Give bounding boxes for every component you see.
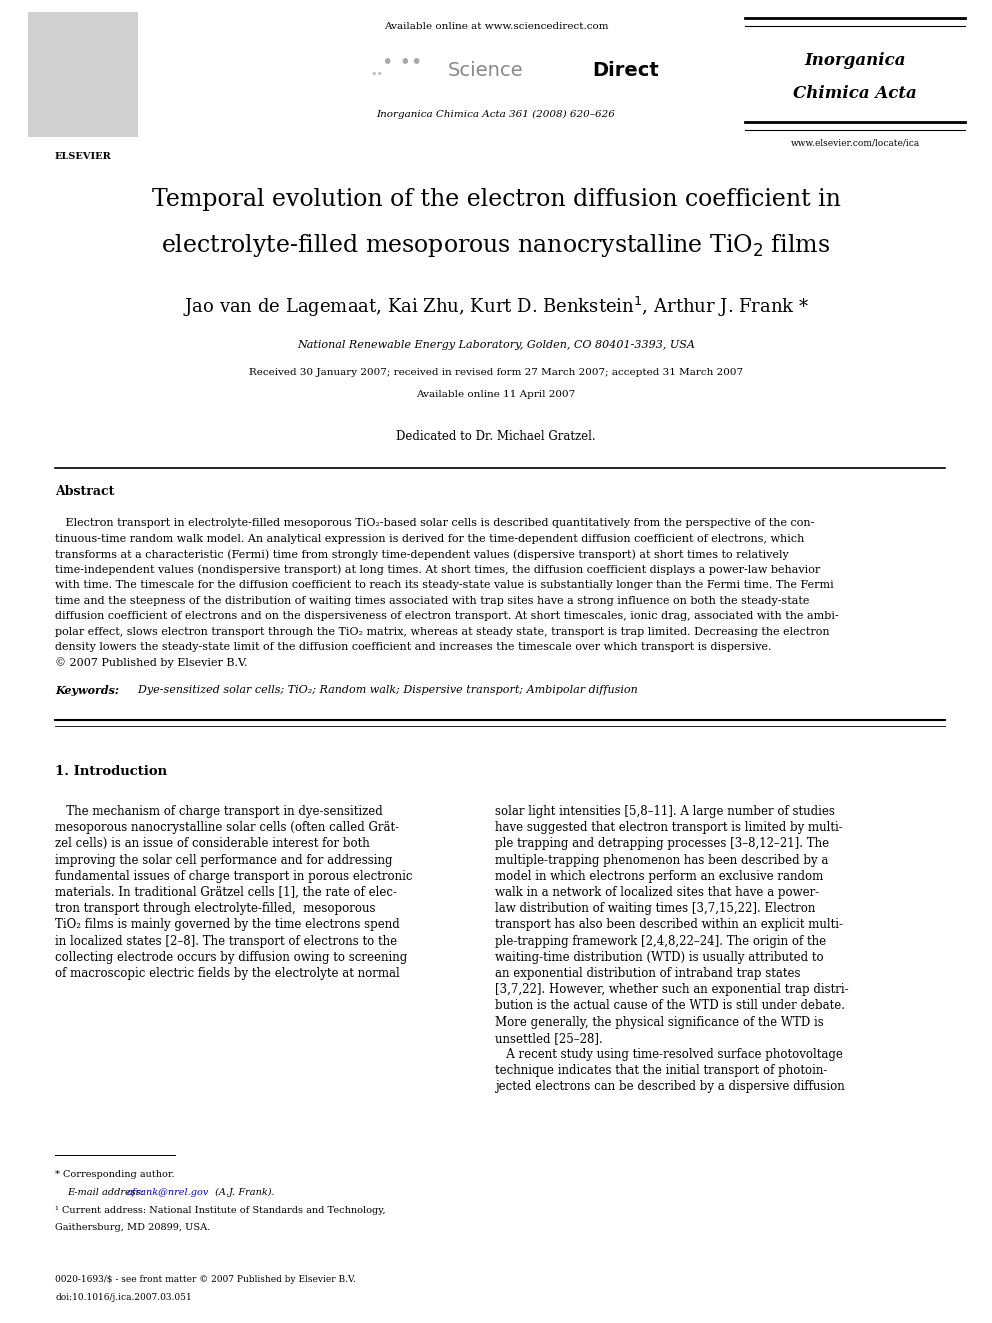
Text: technique indicates that the initial transport of photoin-: technique indicates that the initial tra… xyxy=(495,1064,827,1077)
Text: ple trapping and detrapping processes [3–8,12–21]. The: ple trapping and detrapping processes [3… xyxy=(495,837,829,851)
Text: Dedicated to Dr. Michael Gratzel.: Dedicated to Dr. Michael Gratzel. xyxy=(396,430,596,443)
Text: Dye-sensitized solar cells; TiO₂; Random walk; Dispersive transport; Ambipolar d: Dye-sensitized solar cells; TiO₂; Random… xyxy=(131,685,638,695)
Text: ple-trapping framework [2,4,8,22–24]. The origin of the: ple-trapping framework [2,4,8,22–24]. Th… xyxy=(495,934,826,947)
Text: * Corresponding author.: * Corresponding author. xyxy=(55,1170,175,1179)
Text: Keywords:: Keywords: xyxy=(55,685,119,696)
Text: More generally, the physical significance of the WTD is: More generally, the physical significanc… xyxy=(495,1016,823,1028)
Text: electrolyte-filled mesoporous nanocrystalline TiO$_2$ films: electrolyte-filled mesoporous nanocrysta… xyxy=(162,232,830,259)
Text: jected electrons can be described by a dispersive diffusion: jected electrons can be described by a d… xyxy=(495,1081,845,1093)
Text: have suggested that electron transport is limited by multi-: have suggested that electron transport i… xyxy=(495,822,843,835)
Text: improving the solar cell performance and for addressing: improving the solar cell performance and… xyxy=(55,853,393,867)
Text: transforms at a characteristic (Fermi) time from strongly time-dependent values : transforms at a characteristic (Fermi) t… xyxy=(55,549,789,560)
Text: fundamental issues of charge transport in porous electronic: fundamental issues of charge transport i… xyxy=(55,869,413,882)
Text: Science: Science xyxy=(448,61,524,79)
Text: ••: •• xyxy=(370,69,383,79)
Text: 1. Introduction: 1. Introduction xyxy=(55,765,167,778)
Text: time and the steepness of the distribution of waiting times associated with trap: time and the steepness of the distributi… xyxy=(55,595,809,606)
Text: in localized states [2–8]. The transport of electrons to the: in localized states [2–8]. The transport… xyxy=(55,934,397,947)
Text: diffusion coefficient of electrons and on the dispersiveness of electron transpo: diffusion coefficient of electrons and o… xyxy=(55,611,839,620)
Text: doi:10.1016/j.ica.2007.03.051: doi:10.1016/j.ica.2007.03.051 xyxy=(55,1293,191,1302)
Text: TiO₂ films is mainly governed by the time electrons spend: TiO₂ films is mainly governed by the tim… xyxy=(55,918,400,931)
Text: an exponential distribution of intraband trap states: an exponential distribution of intraband… xyxy=(495,967,801,980)
Text: Available online 11 April 2007: Available online 11 April 2007 xyxy=(417,390,575,400)
Text: • ••: • •• xyxy=(382,53,423,71)
Text: tinuous-time random walk model. An analytical expression is derived for the time: tinuous-time random walk model. An analy… xyxy=(55,533,805,544)
Text: waiting-time distribution (WTD) is usually attributed to: waiting-time distribution (WTD) is usual… xyxy=(495,951,823,963)
Text: with time. The timescale for the diffusion coefficient to reach its steady-state: with time. The timescale for the diffusi… xyxy=(55,579,833,590)
Text: (A.J. Frank).: (A.J. Frank). xyxy=(212,1188,275,1197)
Text: www.elsevier.com/locate/ica: www.elsevier.com/locate/ica xyxy=(791,138,920,147)
Text: time-independent values (nondispersive transport) at long times. At short times,: time-independent values (nondispersive t… xyxy=(55,565,820,576)
Text: Electron transport in electrolyte-filled mesoporous TiO₂-based solar cells is de: Electron transport in electrolyte-filled… xyxy=(55,519,814,528)
Text: Received 30 January 2007; received in revised form 27 March 2007; accepted 31 Ma: Received 30 January 2007; received in re… xyxy=(249,368,743,377)
Text: unsettled [25–28].: unsettled [25–28]. xyxy=(495,1032,603,1045)
Text: A recent study using time-resolved surface photovoltage: A recent study using time-resolved surfa… xyxy=(495,1048,843,1061)
Text: ELSEVIER: ELSEVIER xyxy=(55,152,111,161)
Text: mesoporous nanocrystalline solar cells (often called Grät-: mesoporous nanocrystalline solar cells (… xyxy=(55,822,399,835)
Bar xyxy=(28,12,138,138)
Text: Abstract: Abstract xyxy=(55,486,114,497)
Text: collecting electrode occurs by diffusion owing to screening: collecting electrode occurs by diffusion… xyxy=(55,951,408,963)
Text: multiple-trapping phenomenon has been described by a: multiple-trapping phenomenon has been de… xyxy=(495,853,828,867)
Text: Direct: Direct xyxy=(592,61,659,79)
Text: solar light intensities [5,8–11]. A large number of studies: solar light intensities [5,8–11]. A larg… xyxy=(495,804,835,818)
Text: ¹ Current address: National Institute of Standards and Technology,: ¹ Current address: National Institute of… xyxy=(55,1207,386,1215)
Text: tron transport through electrolyte-filled,  mesoporous: tron transport through electrolyte-fille… xyxy=(55,902,376,916)
Text: Temporal evolution of the electron diffusion coefficient in: Temporal evolution of the electron diffu… xyxy=(152,188,840,210)
Text: polar effect, slows electron transport through the TiO₂ matrix, whereas at stead: polar effect, slows electron transport t… xyxy=(55,627,829,636)
Text: afrank@nrel.gov: afrank@nrel.gov xyxy=(127,1188,209,1197)
Text: Jao van de Lagemaat, Kai Zhu, Kurt D. Benkstein$^1$, Arthur J. Frank *: Jao van de Lagemaat, Kai Zhu, Kurt D. Be… xyxy=(183,295,809,319)
Text: Inorganica Chimica Acta 361 (2008) 620–626: Inorganica Chimica Acta 361 (2008) 620–6… xyxy=(377,110,615,119)
Text: Gaithersburg, MD 20899, USA.: Gaithersburg, MD 20899, USA. xyxy=(55,1222,210,1232)
Text: © 2007 Published by Elsevier B.V.: © 2007 Published by Elsevier B.V. xyxy=(55,658,247,668)
Text: National Renewable Energy Laboratory, Golden, CO 80401-3393, USA: National Renewable Energy Laboratory, Go… xyxy=(297,340,695,351)
Text: [3,7,22]. However, whether such an exponential trap distri-: [3,7,22]. However, whether such an expon… xyxy=(495,983,848,996)
Text: transport has also been described within an explicit multi-: transport has also been described within… xyxy=(495,918,843,931)
Text: model in which electrons perform an exclusive random: model in which electrons perform an excl… xyxy=(495,869,823,882)
Text: 0020-1693/$ - see front matter © 2007 Published by Elsevier B.V.: 0020-1693/$ - see front matter © 2007 Pu… xyxy=(55,1275,356,1285)
Text: bution is the actual cause of the WTD is still under debate.: bution is the actual cause of the WTD is… xyxy=(495,999,845,1012)
Text: walk in a network of localized sites that have a power-: walk in a network of localized sites tha… xyxy=(495,886,819,900)
Text: materials. In traditional Grätzel cells [1], the rate of elec-: materials. In traditional Grätzel cells … xyxy=(55,886,397,900)
Text: of macroscopic electric fields by the electrolyte at normal: of macroscopic electric fields by the el… xyxy=(55,967,400,980)
Text: density lowers the steady-state limit of the diffusion coefficient and increases: density lowers the steady-state limit of… xyxy=(55,642,772,652)
Text: law distribution of waiting times [3,7,15,22]. Electron: law distribution of waiting times [3,7,1… xyxy=(495,902,815,916)
Text: Chimica Acta: Chimica Acta xyxy=(794,85,917,102)
Text: E-mail address:: E-mail address: xyxy=(67,1188,147,1197)
Text: zel cells) is an issue of considerable interest for both: zel cells) is an issue of considerable i… xyxy=(55,837,370,851)
Text: Available online at www.sciencedirect.com: Available online at www.sciencedirect.co… xyxy=(384,22,608,30)
Text: The mechanism of charge transport in dye-sensitized: The mechanism of charge transport in dye… xyxy=(55,804,383,818)
Text: Inorganica: Inorganica xyxy=(805,52,906,69)
